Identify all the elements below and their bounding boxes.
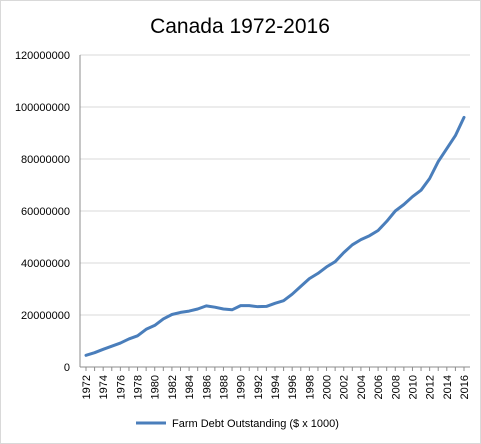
x-tick-labels: 1972 1974 1976 1978 1980 1982 1984 1986 1988 1990…: [81, 375, 471, 399]
x-tick-label: 2006: [373, 375, 385, 399]
x-tick-label: 1998: [304, 375, 316, 399]
x-tick-label: 2000: [322, 375, 334, 399]
x-tick-label: 1976: [115, 375, 127, 399]
y-tick-label: 120000000: [15, 50, 70, 62]
x-tick-label: 1974: [98, 375, 110, 399]
x-tick-label: 2012: [425, 375, 437, 399]
y-tick-label: 20000000: [21, 310, 70, 322]
y-tick-labels: 0 20000000 40000000 60000000 80000000 1000000…: [15, 50, 70, 374]
y-tick-label: 100000000: [15, 102, 70, 114]
x-tick-label: 1972: [81, 375, 93, 399]
x-tick-label: 1984: [184, 375, 196, 399]
x-tick-label: 2008: [390, 375, 402, 399]
y-tick-label: 0: [64, 362, 70, 374]
series-line: [84, 115, 466, 357]
x-tick-label: 1992: [253, 375, 265, 399]
x-tick-label: 2014: [442, 375, 454, 399]
x-tick-label: 2016: [459, 375, 471, 399]
legend-label: Farm Debt Outstanding ($ x 1000): [172, 418, 339, 430]
x-tick-label: 1980: [150, 375, 162, 399]
series: [84, 115, 466, 357]
legend: Farm Debt Outstanding ($ x 1000): [136, 418, 339, 430]
x-tick-label: 1994: [270, 375, 282, 399]
y-tick-label: 40000000: [21, 258, 70, 270]
x-tick-label: 1982: [167, 375, 179, 399]
x-tick-label: 2002: [339, 375, 351, 399]
y-tick-label: 60000000: [21, 206, 70, 218]
x-tick-label: 1986: [201, 375, 213, 399]
x-tick-label: 1978: [133, 375, 145, 399]
x-tick-label: 1990: [236, 375, 248, 399]
axes: [79, 55, 470, 371]
x-tick-label: 1988: [218, 375, 230, 399]
x-tick-label: 2004: [356, 375, 368, 399]
x-tick-label: 1996: [287, 375, 299, 399]
x-tick-label: 2010: [407, 375, 419, 399]
y-tick-label: 80000000: [21, 154, 70, 166]
gridlines: [80, 54, 470, 316]
chart-title: Canada 1972-2016: [150, 15, 330, 38]
